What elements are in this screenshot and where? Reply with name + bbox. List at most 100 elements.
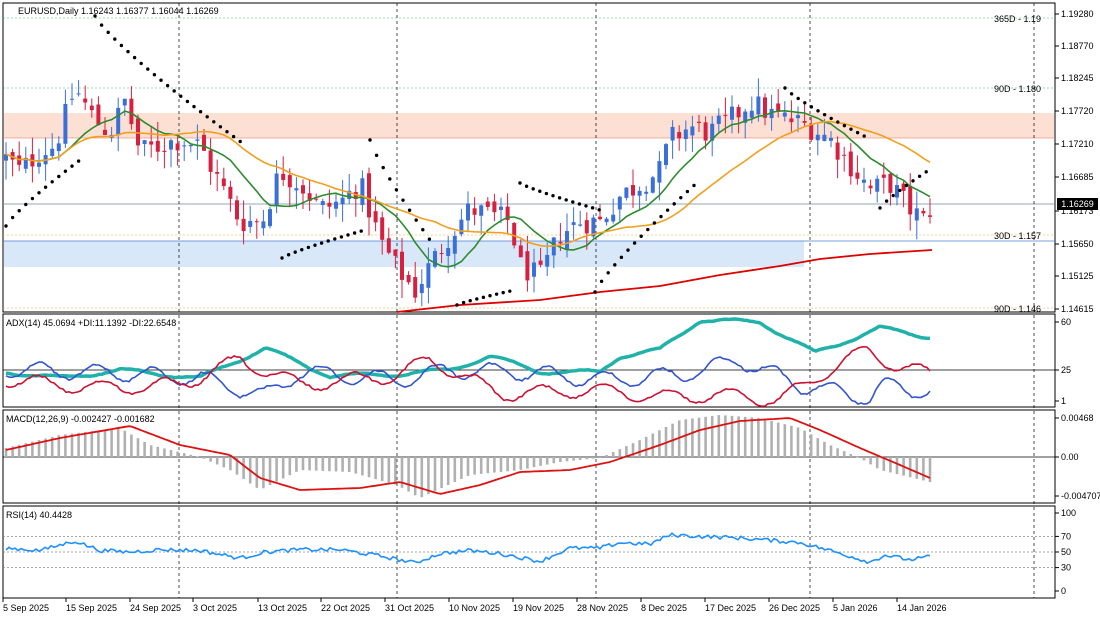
macd-hist-bar (334, 457, 338, 472)
candle-body (763, 97, 767, 118)
macd-hist-bar (380, 457, 384, 481)
sar-dot (388, 177, 392, 181)
macd-hist-bar (446, 457, 450, 486)
candle (63, 89, 68, 149)
sar-dot (475, 297, 479, 301)
candle-body (617, 196, 622, 210)
candle-body (301, 185, 305, 194)
macd-hist-bar (823, 441, 826, 457)
candle (202, 129, 206, 151)
sar-dot (300, 248, 304, 252)
macd-hist-bar (189, 454, 193, 457)
candle-body (400, 251, 404, 280)
candle (406, 271, 411, 285)
macd-hist-bar (301, 457, 305, 471)
candle (340, 179, 345, 222)
sar-dot (306, 245, 311, 250)
candle (254, 218, 259, 239)
sar-dot (421, 228, 425, 232)
adx-tick-label: 60 (1061, 317, 1071, 327)
macd-hist-bar (710, 415, 714, 457)
macd-hist-bar (743, 416, 747, 457)
macd-hist-bar (268, 457, 272, 485)
macd-hist-bar (651, 433, 655, 457)
sar-dot (427, 237, 432, 241)
plus-di-line (5, 356, 931, 406)
time-axis-label: 15 Sep 2025 (66, 603, 117, 613)
candle-body (677, 132, 682, 139)
candle (367, 167, 371, 236)
candle (697, 114, 701, 132)
macd-hist-bar (565, 457, 569, 462)
macd-hist-bar (17, 444, 21, 457)
sar-dot (481, 295, 486, 300)
sar-dot (665, 208, 670, 212)
macd-hist-bar (803, 430, 806, 457)
candle (776, 89, 781, 118)
sar-dot (518, 181, 522, 185)
candle (802, 103, 807, 126)
candle (796, 106, 800, 133)
level-label-3: 90D - 1.146 (994, 304, 1041, 314)
price-tick-label: 1.15125 (1061, 271, 1094, 281)
candle (815, 123, 820, 156)
rsi-tick-label: 70 (1061, 531, 1071, 541)
candle-body (862, 179, 866, 183)
candle-body (756, 96, 761, 115)
candle (149, 126, 154, 158)
candle (835, 136, 840, 179)
candle-body (142, 140, 147, 145)
candle (545, 242, 550, 277)
candle-body (56, 143, 61, 152)
candle-body (802, 120, 807, 123)
sar-dot (63, 169, 68, 173)
candle (888, 171, 893, 206)
candle-body (848, 151, 853, 177)
minus-di-line (5, 345, 931, 408)
candle-body (103, 129, 107, 135)
macd-hist-bar (275, 457, 278, 482)
candle (353, 184, 358, 217)
macd-hist-bar (77, 432, 80, 457)
candle-body (96, 104, 101, 126)
sar-dot (381, 165, 385, 170)
candle (518, 239, 523, 258)
candle-body (393, 249, 398, 256)
candle-body (657, 161, 662, 183)
candle (895, 174, 899, 206)
macd-hist-bar (44, 438, 47, 457)
macd-hist-bar (116, 428, 120, 457)
candle (809, 117, 814, 142)
candle-body (241, 218, 246, 232)
candle-body (578, 224, 583, 226)
sar-dot (126, 49, 130, 54)
candle-body (307, 193, 312, 201)
candle-body (195, 139, 200, 141)
candle-body (901, 183, 906, 191)
macd-hist-bar (691, 418, 694, 457)
candle (670, 120, 675, 159)
sar-dot (584, 204, 588, 208)
candle (829, 131, 833, 148)
candle-body (584, 220, 589, 234)
time-axis-label: 8 Dec 2025 (641, 603, 687, 613)
candle (472, 197, 477, 226)
candle-body (835, 142, 840, 160)
sar-dot (884, 199, 889, 203)
candle-body (294, 188, 299, 191)
macd-hist-bar (598, 457, 602, 458)
macd-hist-bar (413, 457, 417, 496)
time-axis-label: 28 Nov 2025 (577, 603, 628, 613)
price-tick-label: 1.18245 (1061, 73, 1094, 83)
candle-body (235, 200, 239, 220)
candle (23, 146, 28, 174)
sar-dot (590, 206, 595, 210)
macd-hist-bar (889, 457, 892, 473)
candle (624, 187, 629, 201)
candle-body (538, 260, 543, 265)
macd-hist-bar (506, 457, 509, 472)
macd-hist-bar (763, 419, 767, 457)
price-tick-label: 1.15650 (1061, 239, 1094, 249)
